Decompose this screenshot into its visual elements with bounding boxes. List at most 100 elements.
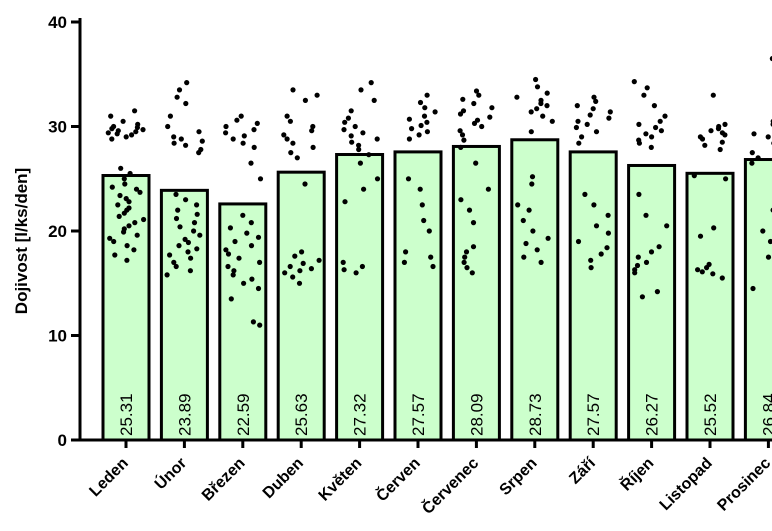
data-point — [533, 76, 539, 83]
data-point — [129, 132, 135, 138]
y-axis: 0 10 20 30 40 — [48, 13, 82, 450]
data-point — [359, 263, 365, 270]
data-point — [281, 132, 287, 138]
data-point — [636, 140, 643, 146]
data-point — [424, 92, 430, 98]
data-point — [238, 113, 244, 119]
data-point — [249, 276, 255, 282]
data-point — [575, 118, 581, 124]
bar-value-label: 22.59 — [234, 393, 253, 436]
data-point — [485, 186, 491, 192]
data-point — [117, 192, 123, 199]
data-point — [636, 121, 642, 127]
data-point — [299, 249, 305, 255]
data-point — [120, 118, 126, 124]
data-point — [406, 116, 412, 122]
data-point — [534, 106, 540, 112]
data-point — [251, 144, 257, 150]
x-tick-label: Říjen — [616, 453, 657, 494]
x-tick-label: Březen — [199, 455, 249, 505]
data-point — [538, 259, 544, 265]
data-point — [257, 259, 263, 265]
data-point — [526, 207, 532, 213]
data-point — [348, 108, 354, 114]
data-point — [176, 87, 183, 93]
data-point — [248, 243, 255, 249]
data-point — [463, 249, 470, 255]
data-point — [470, 220, 477, 226]
data-point — [297, 268, 303, 274]
data-point — [124, 243, 130, 249]
data-point — [177, 224, 183, 230]
data-point — [458, 144, 464, 150]
data-point — [699, 269, 705, 275]
data-point — [341, 267, 347, 273]
data-point — [290, 274, 296, 280]
data-point — [292, 253, 298, 259]
data-point — [417, 99, 424, 106]
data-point — [419, 202, 425, 208]
bar-value-label: 25.52 — [701, 393, 720, 436]
data-point — [715, 126, 722, 132]
data-point — [173, 263, 179, 270]
data-point — [593, 98, 599, 104]
data-point — [134, 232, 140, 238]
data-point — [223, 247, 229, 253]
data-point — [590, 106, 596, 112]
data-point — [658, 128, 665, 134]
bar-value-label: 25.63 — [292, 393, 311, 436]
data-point — [357, 160, 363, 166]
data-point — [717, 146, 723, 153]
data-point — [473, 88, 480, 94]
data-point — [126, 199, 132, 205]
data-point — [255, 285, 262, 292]
bars — [101, 138, 772, 442]
data-point — [199, 138, 205, 144]
data-point — [187, 268, 193, 274]
data-point — [579, 134, 585, 140]
bar-value-label: 28.73 — [526, 393, 545, 436]
data-point — [765, 134, 771, 140]
data-point — [515, 202, 521, 208]
data-point — [112, 252, 118, 258]
data-point — [133, 129, 139, 135]
data-point — [749, 160, 755, 166]
data-point — [699, 136, 706, 142]
data-point — [649, 134, 655, 140]
data-point — [255, 234, 262, 240]
data-point — [416, 132, 422, 138]
y-tick-label: 40 — [48, 13, 67, 32]
data-point — [349, 139, 355, 145]
data-point — [711, 225, 717, 231]
data-point — [573, 124, 580, 131]
data-point — [116, 213, 122, 219]
data-point — [109, 184, 115, 190]
data-point — [471, 120, 478, 126]
bar-value-label: 27.57 — [584, 393, 603, 436]
data-point — [360, 130, 366, 136]
data-point — [131, 247, 137, 253]
data-point — [191, 220, 198, 226]
data-point — [108, 113, 114, 119]
data-point — [164, 272, 170, 278]
data-point — [401, 259, 407, 265]
data-point — [296, 280, 303, 286]
data-point — [107, 235, 113, 241]
data-point — [121, 176, 127, 182]
data-point — [702, 142, 708, 148]
data-point — [294, 155, 300, 161]
data-point — [708, 128, 714, 134]
data-point — [287, 118, 293, 124]
data-point — [309, 128, 315, 134]
data-point — [194, 246, 200, 252]
data-point — [248, 220, 254, 226]
data-point — [254, 120, 260, 126]
data-point — [352, 123, 358, 130]
data-point — [644, 85, 650, 91]
data-point — [767, 238, 772, 245]
bar-Červenec — [451, 144, 501, 442]
data-point — [123, 134, 129, 140]
data-point — [223, 130, 229, 136]
data-point — [648, 144, 654, 150]
